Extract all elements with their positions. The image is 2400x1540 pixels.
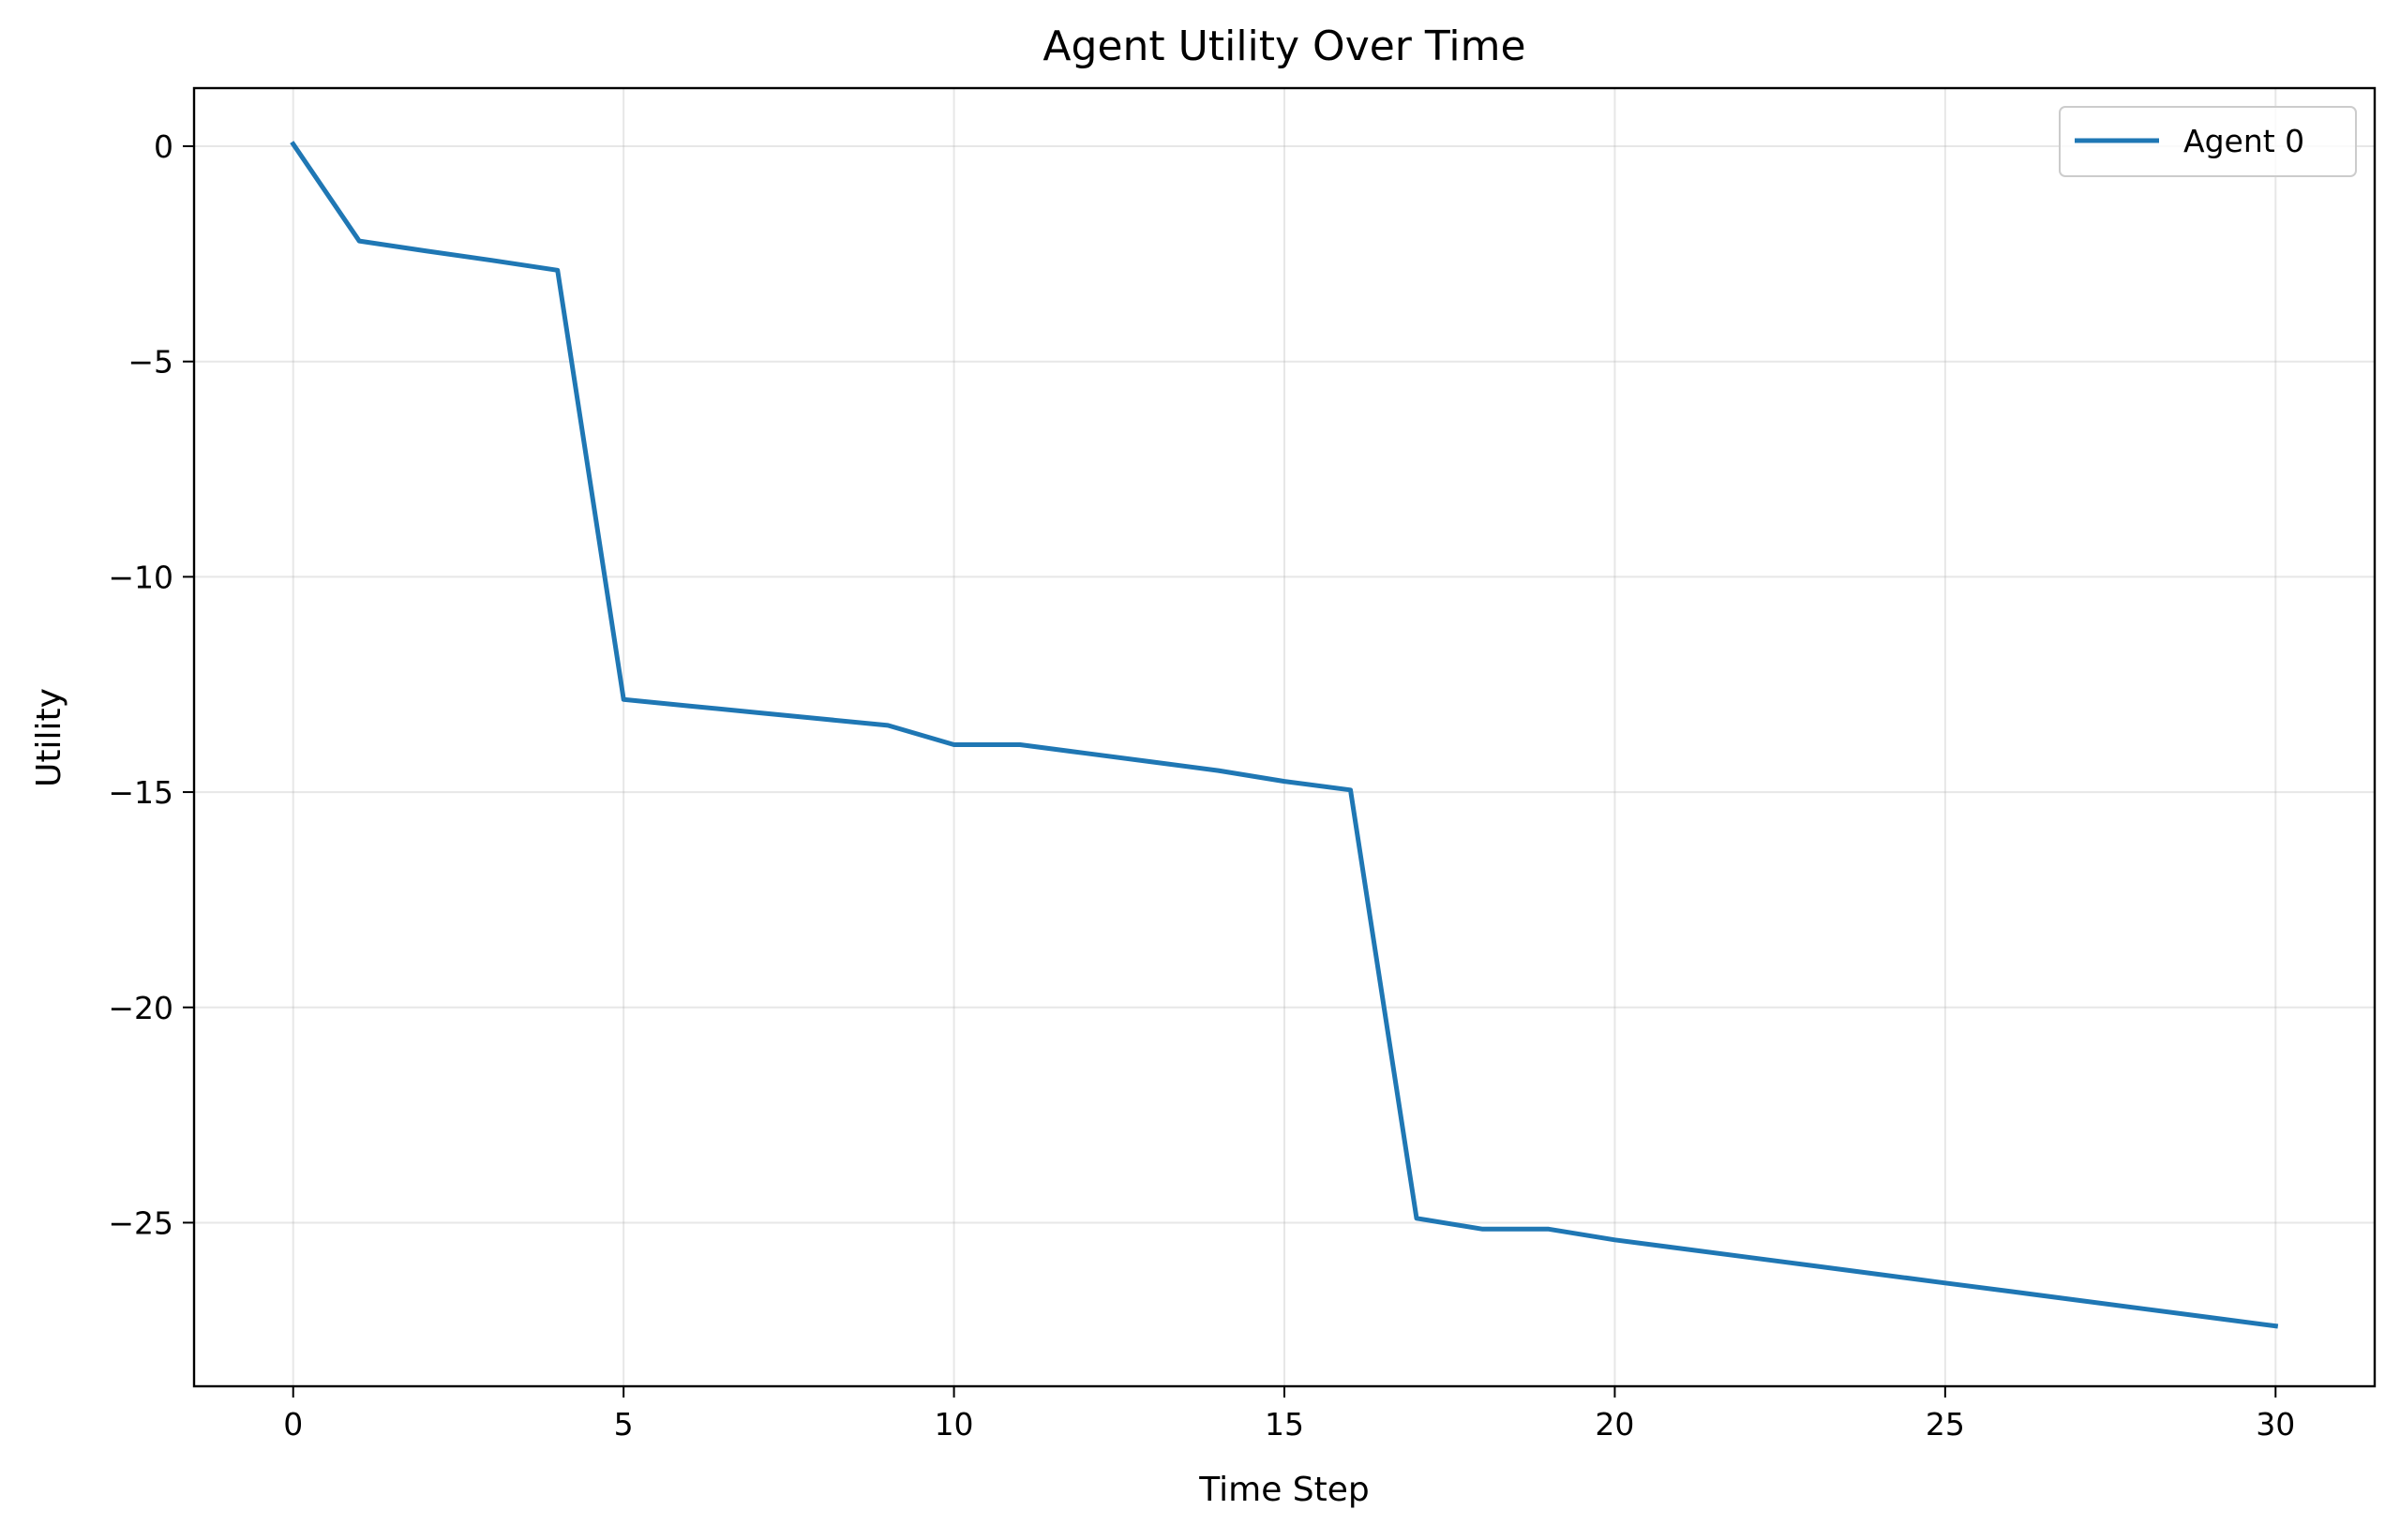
series-line-agent-0 [290, 141, 2279, 1329]
legend-label: Agent 0 [2183, 123, 2304, 159]
chart-title: Agent Utility Over Time [1042, 22, 1525, 70]
x-tick-label: 30 [2256, 1406, 2295, 1443]
y-tick-label: −15 [108, 774, 173, 811]
legend-box [2059, 106, 2357, 177]
x-tick-label: 20 [1595, 1406, 1634, 1443]
x-tick-label: 15 [1265, 1406, 1304, 1443]
x-axis-label: Time Step [1198, 1471, 1370, 1509]
y-axis-label: Utility [30, 688, 68, 787]
y-tick-label: −10 [108, 559, 173, 595]
y-tick-label: −20 [108, 990, 173, 1026]
y-tick-label: −5 [128, 344, 173, 381]
x-tick-label: 0 [283, 1406, 303, 1443]
x-tick-label: 5 [614, 1406, 634, 1443]
y-tick-label: 0 [154, 128, 173, 165]
x-tick-label: 25 [1926, 1406, 1965, 1443]
y-tick-label: −25 [108, 1204, 173, 1241]
ticks: 0 5 10 15 20 25 30 0 −5 −10 −15 −20 −25 [108, 128, 2295, 1443]
grid [194, 88, 2375, 1386]
x-tick-label: 10 [935, 1406, 974, 1443]
legend: Agent 0 [2059, 106, 2357, 177]
series-layer [290, 141, 2279, 1329]
